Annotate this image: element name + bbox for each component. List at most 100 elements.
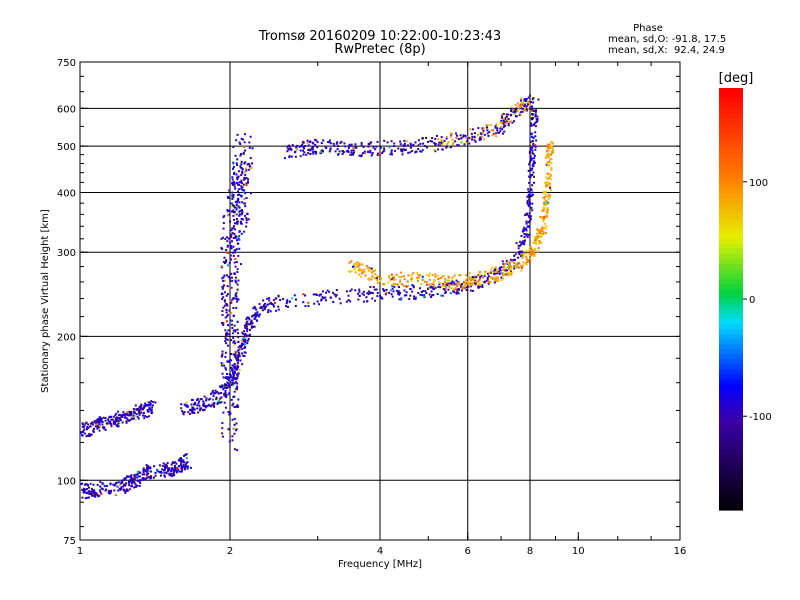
echo-point bbox=[369, 151, 372, 154]
echo-point bbox=[142, 408, 145, 411]
echo-point bbox=[101, 423, 104, 426]
echo-point bbox=[521, 107, 524, 110]
echo-point bbox=[551, 148, 554, 151]
echo-point bbox=[244, 214, 247, 217]
echo-point bbox=[126, 489, 129, 492]
echo-point bbox=[362, 300, 365, 303]
colorbar-segment bbox=[719, 208, 743, 215]
echo-point bbox=[231, 182, 234, 185]
colorbar-segment bbox=[719, 314, 743, 320]
echo-point bbox=[515, 109, 518, 112]
echo-point bbox=[237, 205, 240, 208]
echo-point bbox=[468, 285, 471, 288]
echo-point bbox=[535, 118, 538, 121]
echo-point bbox=[268, 297, 271, 300]
echo-point bbox=[500, 119, 503, 122]
colorbar-segment bbox=[719, 494, 743, 501]
echo-point bbox=[163, 475, 166, 478]
echo-point bbox=[165, 472, 168, 475]
echo-point bbox=[506, 272, 509, 275]
echo-point bbox=[270, 301, 273, 304]
echo-point bbox=[367, 145, 370, 148]
echo-point bbox=[236, 290, 239, 293]
echo-point bbox=[523, 236, 526, 239]
echo-point bbox=[140, 404, 143, 407]
echo-point bbox=[215, 391, 218, 394]
echo-point bbox=[131, 485, 134, 488]
echo-point bbox=[465, 286, 468, 289]
echo-point bbox=[400, 275, 403, 278]
echo-point bbox=[83, 489, 86, 492]
echo-point bbox=[294, 150, 297, 153]
echo-point bbox=[176, 470, 179, 473]
echo-point bbox=[360, 144, 363, 147]
echo-point bbox=[88, 496, 91, 499]
echo-point bbox=[422, 278, 425, 281]
echo-point bbox=[224, 389, 227, 392]
echo-point bbox=[239, 346, 242, 349]
echo-point bbox=[98, 423, 101, 426]
echo-point bbox=[185, 457, 188, 460]
echo-point bbox=[307, 301, 310, 304]
echo-point bbox=[221, 432, 224, 435]
echo-point bbox=[192, 408, 195, 411]
echo-point bbox=[245, 184, 248, 187]
echo-point bbox=[222, 411, 225, 414]
colorbar-segment bbox=[719, 384, 743, 391]
echo-point bbox=[534, 247, 537, 250]
echo-point bbox=[107, 418, 110, 421]
echo-point bbox=[501, 260, 504, 263]
echo-point bbox=[529, 154, 532, 157]
echo-point bbox=[302, 141, 305, 144]
echo-point bbox=[234, 257, 237, 260]
echo-point bbox=[531, 151, 534, 154]
echo-point bbox=[254, 316, 257, 319]
echo-point bbox=[232, 336, 235, 339]
echo-point bbox=[136, 476, 139, 479]
echo-point bbox=[235, 261, 238, 264]
echo-point bbox=[370, 291, 373, 294]
echo-point bbox=[234, 353, 237, 356]
echo-point bbox=[99, 480, 102, 483]
echo-point bbox=[240, 179, 243, 182]
echo-point bbox=[230, 352, 233, 355]
stats-x-mode: mean, sd,X: 92.4, 24.9 bbox=[608, 45, 725, 56]
echo-point bbox=[288, 144, 291, 147]
echo-point bbox=[232, 209, 235, 212]
echo-point bbox=[233, 218, 236, 221]
echo-point bbox=[156, 469, 159, 472]
echo-point bbox=[403, 142, 406, 145]
echo-point bbox=[475, 284, 478, 287]
echo-point bbox=[360, 275, 363, 278]
echo-point bbox=[232, 384, 235, 387]
echo-point bbox=[376, 154, 379, 157]
echo-point bbox=[187, 411, 190, 414]
echo-point bbox=[321, 290, 324, 293]
echo-point bbox=[485, 124, 488, 127]
echo-point bbox=[525, 97, 528, 100]
echo-point bbox=[184, 465, 187, 468]
echo-point bbox=[286, 150, 289, 153]
echo-point bbox=[88, 425, 91, 428]
echo-point bbox=[138, 475, 141, 478]
echo-point bbox=[235, 162, 238, 165]
echo-point bbox=[551, 141, 554, 144]
echo-point bbox=[234, 187, 237, 190]
echo-point bbox=[136, 471, 139, 474]
echo-point bbox=[229, 374, 232, 377]
echo-point bbox=[433, 141, 436, 144]
echo-point bbox=[245, 197, 248, 200]
colorbar-segment bbox=[719, 409, 743, 416]
echo-point bbox=[247, 334, 250, 337]
echo-point bbox=[250, 325, 253, 328]
echo-point bbox=[403, 275, 406, 278]
echo-point bbox=[310, 148, 313, 151]
echo-point bbox=[244, 340, 247, 343]
echo-point bbox=[96, 424, 99, 427]
echo-point bbox=[83, 428, 86, 431]
echo-point bbox=[133, 473, 136, 476]
echo-point bbox=[174, 467, 177, 470]
echo-point bbox=[230, 339, 233, 342]
echo-point bbox=[542, 192, 545, 195]
echo-point bbox=[427, 283, 430, 286]
